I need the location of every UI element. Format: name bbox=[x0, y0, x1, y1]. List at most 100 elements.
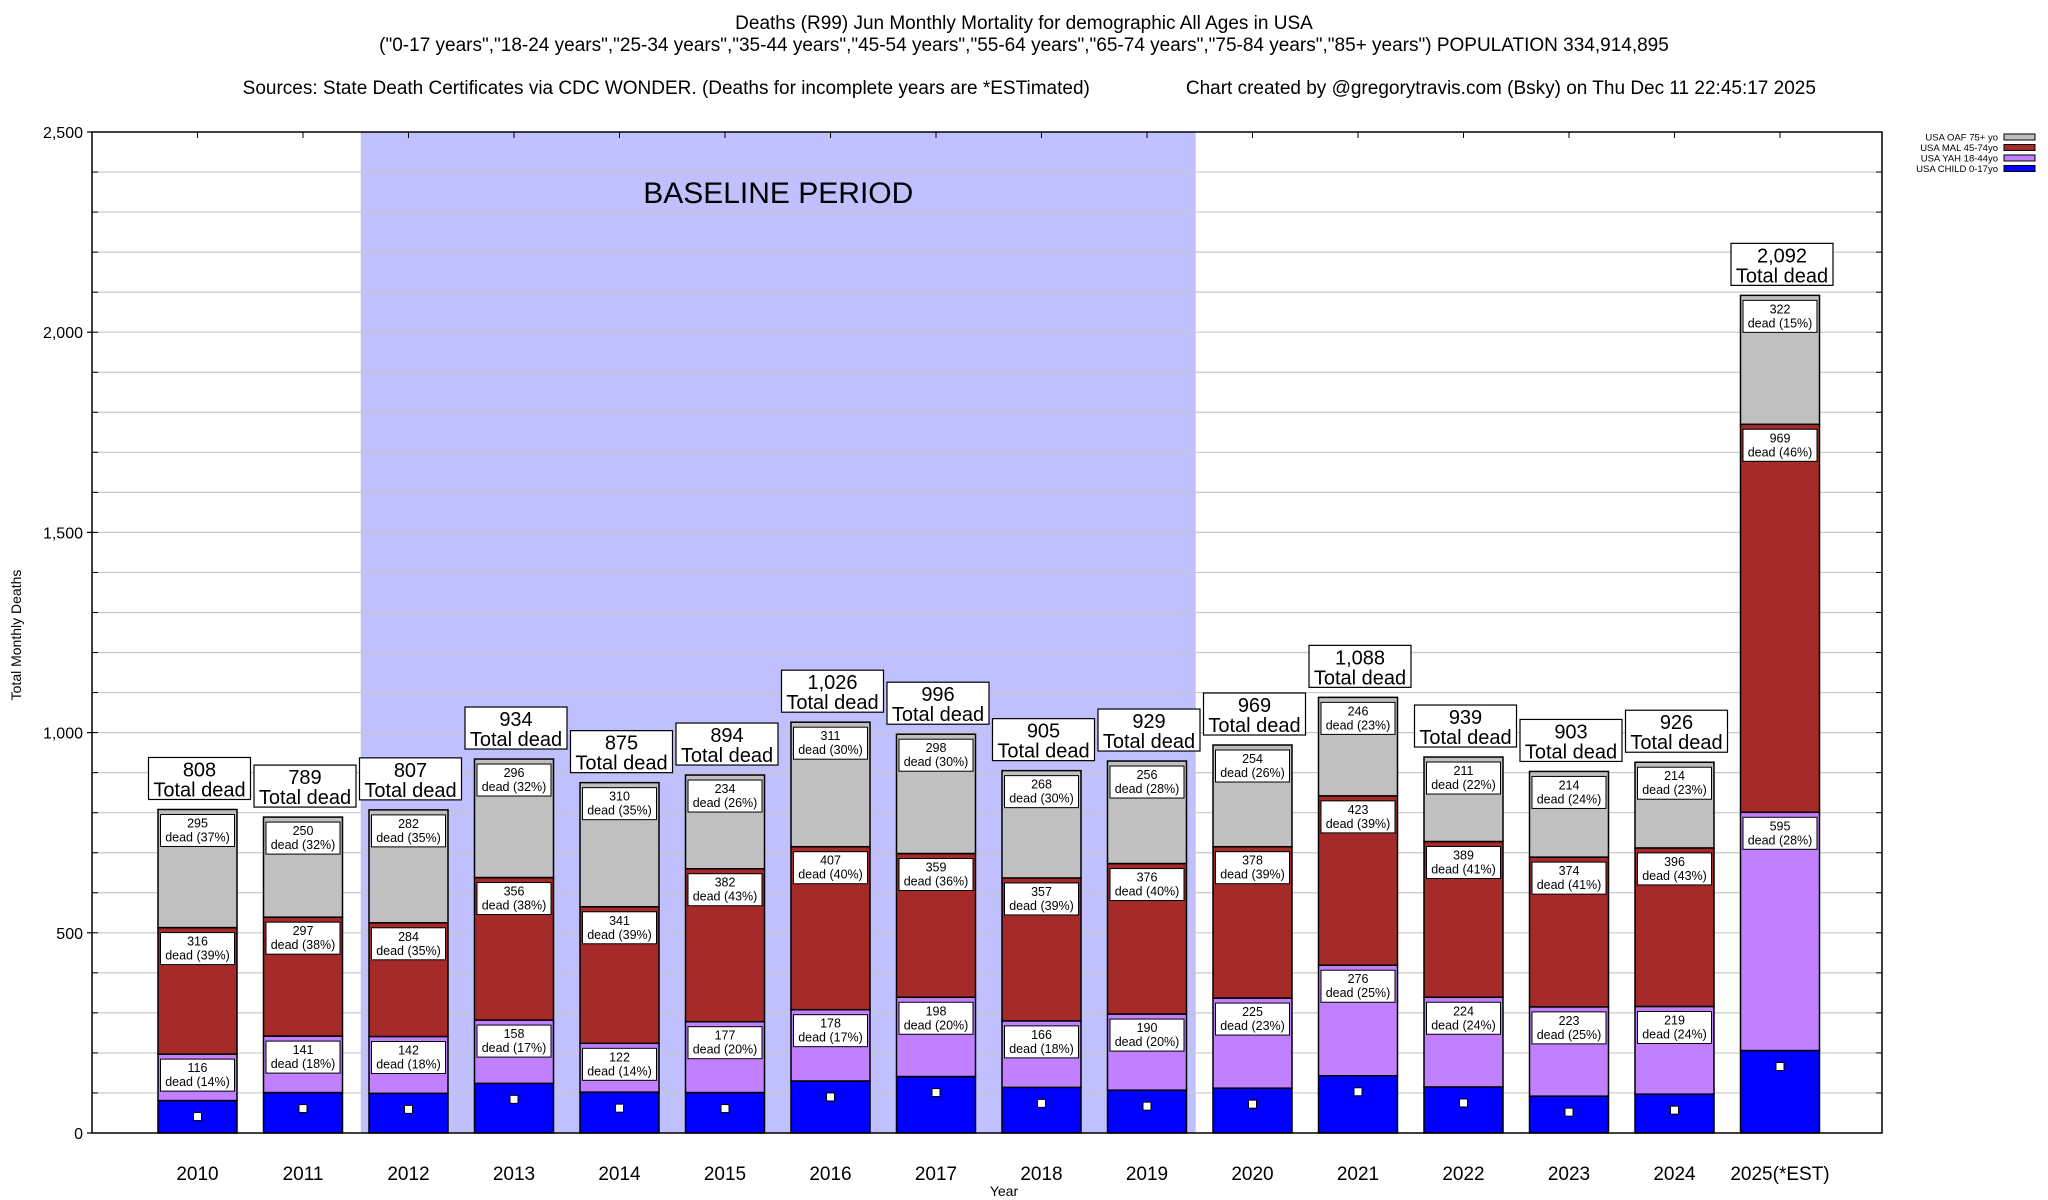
segment-value-label: 316 bbox=[187, 935, 208, 949]
total-suffix-label: Total dead bbox=[1314, 667, 1406, 689]
segment-label-box bbox=[1109, 868, 1185, 902]
child-marker bbox=[1459, 1098, 1468, 1108]
segment-label-box bbox=[1426, 846, 1501, 880]
segment-value-label: 214 bbox=[1559, 778, 1580, 792]
segment-percent-label: dead (43%) bbox=[1642, 869, 1707, 883]
child-marker bbox=[1248, 1099, 1257, 1109]
total-label-box bbox=[675, 722, 779, 766]
segment-percent-label: dead (35%) bbox=[376, 831, 441, 845]
segment-value-label: 256 bbox=[1137, 768, 1158, 782]
total-suffix-label: Total dead bbox=[1630, 732, 1722, 754]
segment-percent-label: dead (18%) bbox=[376, 1058, 441, 1072]
segment-label-box bbox=[1215, 851, 1290, 885]
segment-label-box bbox=[1637, 852, 1712, 886]
segment-label-box bbox=[1109, 765, 1185, 799]
segment-value-label: 177 bbox=[715, 1029, 736, 1043]
segment-label-box bbox=[1320, 969, 1396, 1003]
segment-value-label: 311 bbox=[821, 729, 841, 743]
segment-value-label: 407 bbox=[820, 854, 841, 868]
segment-percent-label: dead (35%) bbox=[376, 944, 441, 958]
total-suffix-label: Total dead bbox=[259, 787, 351, 809]
x-tick-label: 2019 bbox=[1126, 1164, 1168, 1185]
total-value-label: 969 bbox=[1238, 695, 1271, 717]
segment-label-box bbox=[793, 726, 868, 760]
segment-value-label: 224 bbox=[1453, 1004, 1474, 1018]
segment-percent-label: dead (39%) bbox=[1220, 868, 1285, 882]
segment-label-box bbox=[1004, 882, 1079, 916]
x-tick-label: 2021 bbox=[1337, 1164, 1379, 1185]
segment-value-label: 250 bbox=[293, 824, 314, 838]
total-value-label: 903 bbox=[1554, 721, 1587, 743]
segment-percent-label: dead (39%) bbox=[1326, 817, 1391, 831]
segment-percent-label: dead (30%) bbox=[1009, 792, 1074, 806]
segment-value-label: 158 bbox=[504, 1027, 525, 1041]
x-tick-label: 2017 bbox=[915, 1164, 957, 1185]
credit-text: Chart created by @gregorytravis.com (Bsk… bbox=[1185, 78, 1816, 99]
y-tick-label: 1,500 bbox=[43, 525, 83, 542]
segment-percent-label: dead (46%) bbox=[1748, 445, 1813, 459]
segment-value-label: 969 bbox=[1770, 431, 1791, 445]
total-value-label: 929 bbox=[1132, 711, 1165, 733]
total-label-box bbox=[886, 681, 990, 725]
child-marker bbox=[1564, 1107, 1574, 1117]
segment-value-label: 268 bbox=[1031, 778, 1052, 792]
segment-percent-label: dead (23%) bbox=[1326, 718, 1391, 732]
bar-segment-usa-child-0-17yo bbox=[1001, 1086, 1082, 1134]
segment-percent-label: dead (39%) bbox=[165, 949, 230, 963]
child-marker bbox=[720, 1104, 730, 1114]
total-value-label: 875 bbox=[605, 733, 638, 755]
child-marker bbox=[826, 1092, 835, 1102]
segment-value-label: 284 bbox=[398, 930, 419, 944]
segment-value-label: 359 bbox=[926, 861, 947, 875]
segment-percent-label: dead (28%) bbox=[1748, 833, 1813, 847]
legend-label: USA MAL 45-74yo bbox=[1920, 143, 1998, 154]
segment-value-label: 389 bbox=[1453, 849, 1474, 863]
total-value-label: 934 bbox=[499, 709, 532, 731]
segment-label-box bbox=[1320, 701, 1396, 735]
chart-subtitle: ("0-17 years","18-24 years","25-34 years… bbox=[379, 35, 1669, 56]
segment-value-label: 595 bbox=[1770, 819, 1791, 833]
segment-label-box bbox=[687, 873, 763, 907]
total-suffix-label: Total dead bbox=[681, 745, 773, 767]
segment-percent-label: dead (39%) bbox=[587, 928, 652, 942]
segment-label-box bbox=[793, 1014, 868, 1048]
segment-label-box bbox=[371, 927, 446, 961]
segment-label-box bbox=[1742, 816, 1818, 850]
segment-percent-label: dead (18%) bbox=[1009, 1042, 1074, 1056]
bar-segment-usa-child-0-17yo bbox=[473, 1082, 555, 1134]
segment-percent-label: dead (41%) bbox=[1537, 878, 1602, 892]
segment-value-label: 298 bbox=[926, 741, 947, 755]
segment-label-box bbox=[898, 1001, 974, 1035]
total-value-label: 905 bbox=[1027, 721, 1060, 743]
segment-label-box bbox=[1637, 766, 1712, 800]
x-axis-label: Year bbox=[990, 1183, 1019, 1199]
segment-percent-label: dead (17%) bbox=[482, 1041, 547, 1055]
legend-swatch bbox=[2003, 154, 2036, 162]
total-label-box bbox=[1413, 704, 1518, 748]
x-tick-label: 2024 bbox=[1653, 1164, 1696, 1185]
total-suffix-label: Total dead bbox=[1525, 741, 1617, 763]
segment-percent-label: dead (24%) bbox=[1642, 1027, 1707, 1041]
segment-percent-label: dead (20%) bbox=[904, 1018, 969, 1032]
segment-value-label: 219 bbox=[1664, 1013, 1685, 1027]
segment-label-box bbox=[1742, 428, 1818, 462]
total-value-label: 1,026 bbox=[807, 672, 857, 694]
segment-label-box bbox=[371, 1041, 446, 1075]
segment-label-box bbox=[582, 787, 657, 821]
segment-percent-label: dead (32%) bbox=[482, 780, 547, 794]
child-marker bbox=[931, 1088, 941, 1098]
segment-percent-label: dead (20%) bbox=[1115, 1035, 1180, 1049]
segment-label-box bbox=[160, 1058, 235, 1092]
segment-percent-label: dead (24%) bbox=[1537, 792, 1602, 806]
segment-value-label: 296 bbox=[504, 766, 525, 780]
x-tick-label: 2015 bbox=[704, 1164, 746, 1185]
axes-layer: 2010 2011 2012 2013 2014 2015 2016 2017 2018 2019… bbox=[8, 125, 1883, 1199]
total-label-box bbox=[1097, 708, 1201, 752]
total-label-box bbox=[147, 756, 252, 801]
segment-value-label: 378 bbox=[1242, 854, 1263, 868]
x-tick-label: 2025(*EST) bbox=[1730, 1164, 1829, 1185]
segment-label-box bbox=[265, 821, 341, 855]
segment-label-box bbox=[582, 911, 657, 945]
